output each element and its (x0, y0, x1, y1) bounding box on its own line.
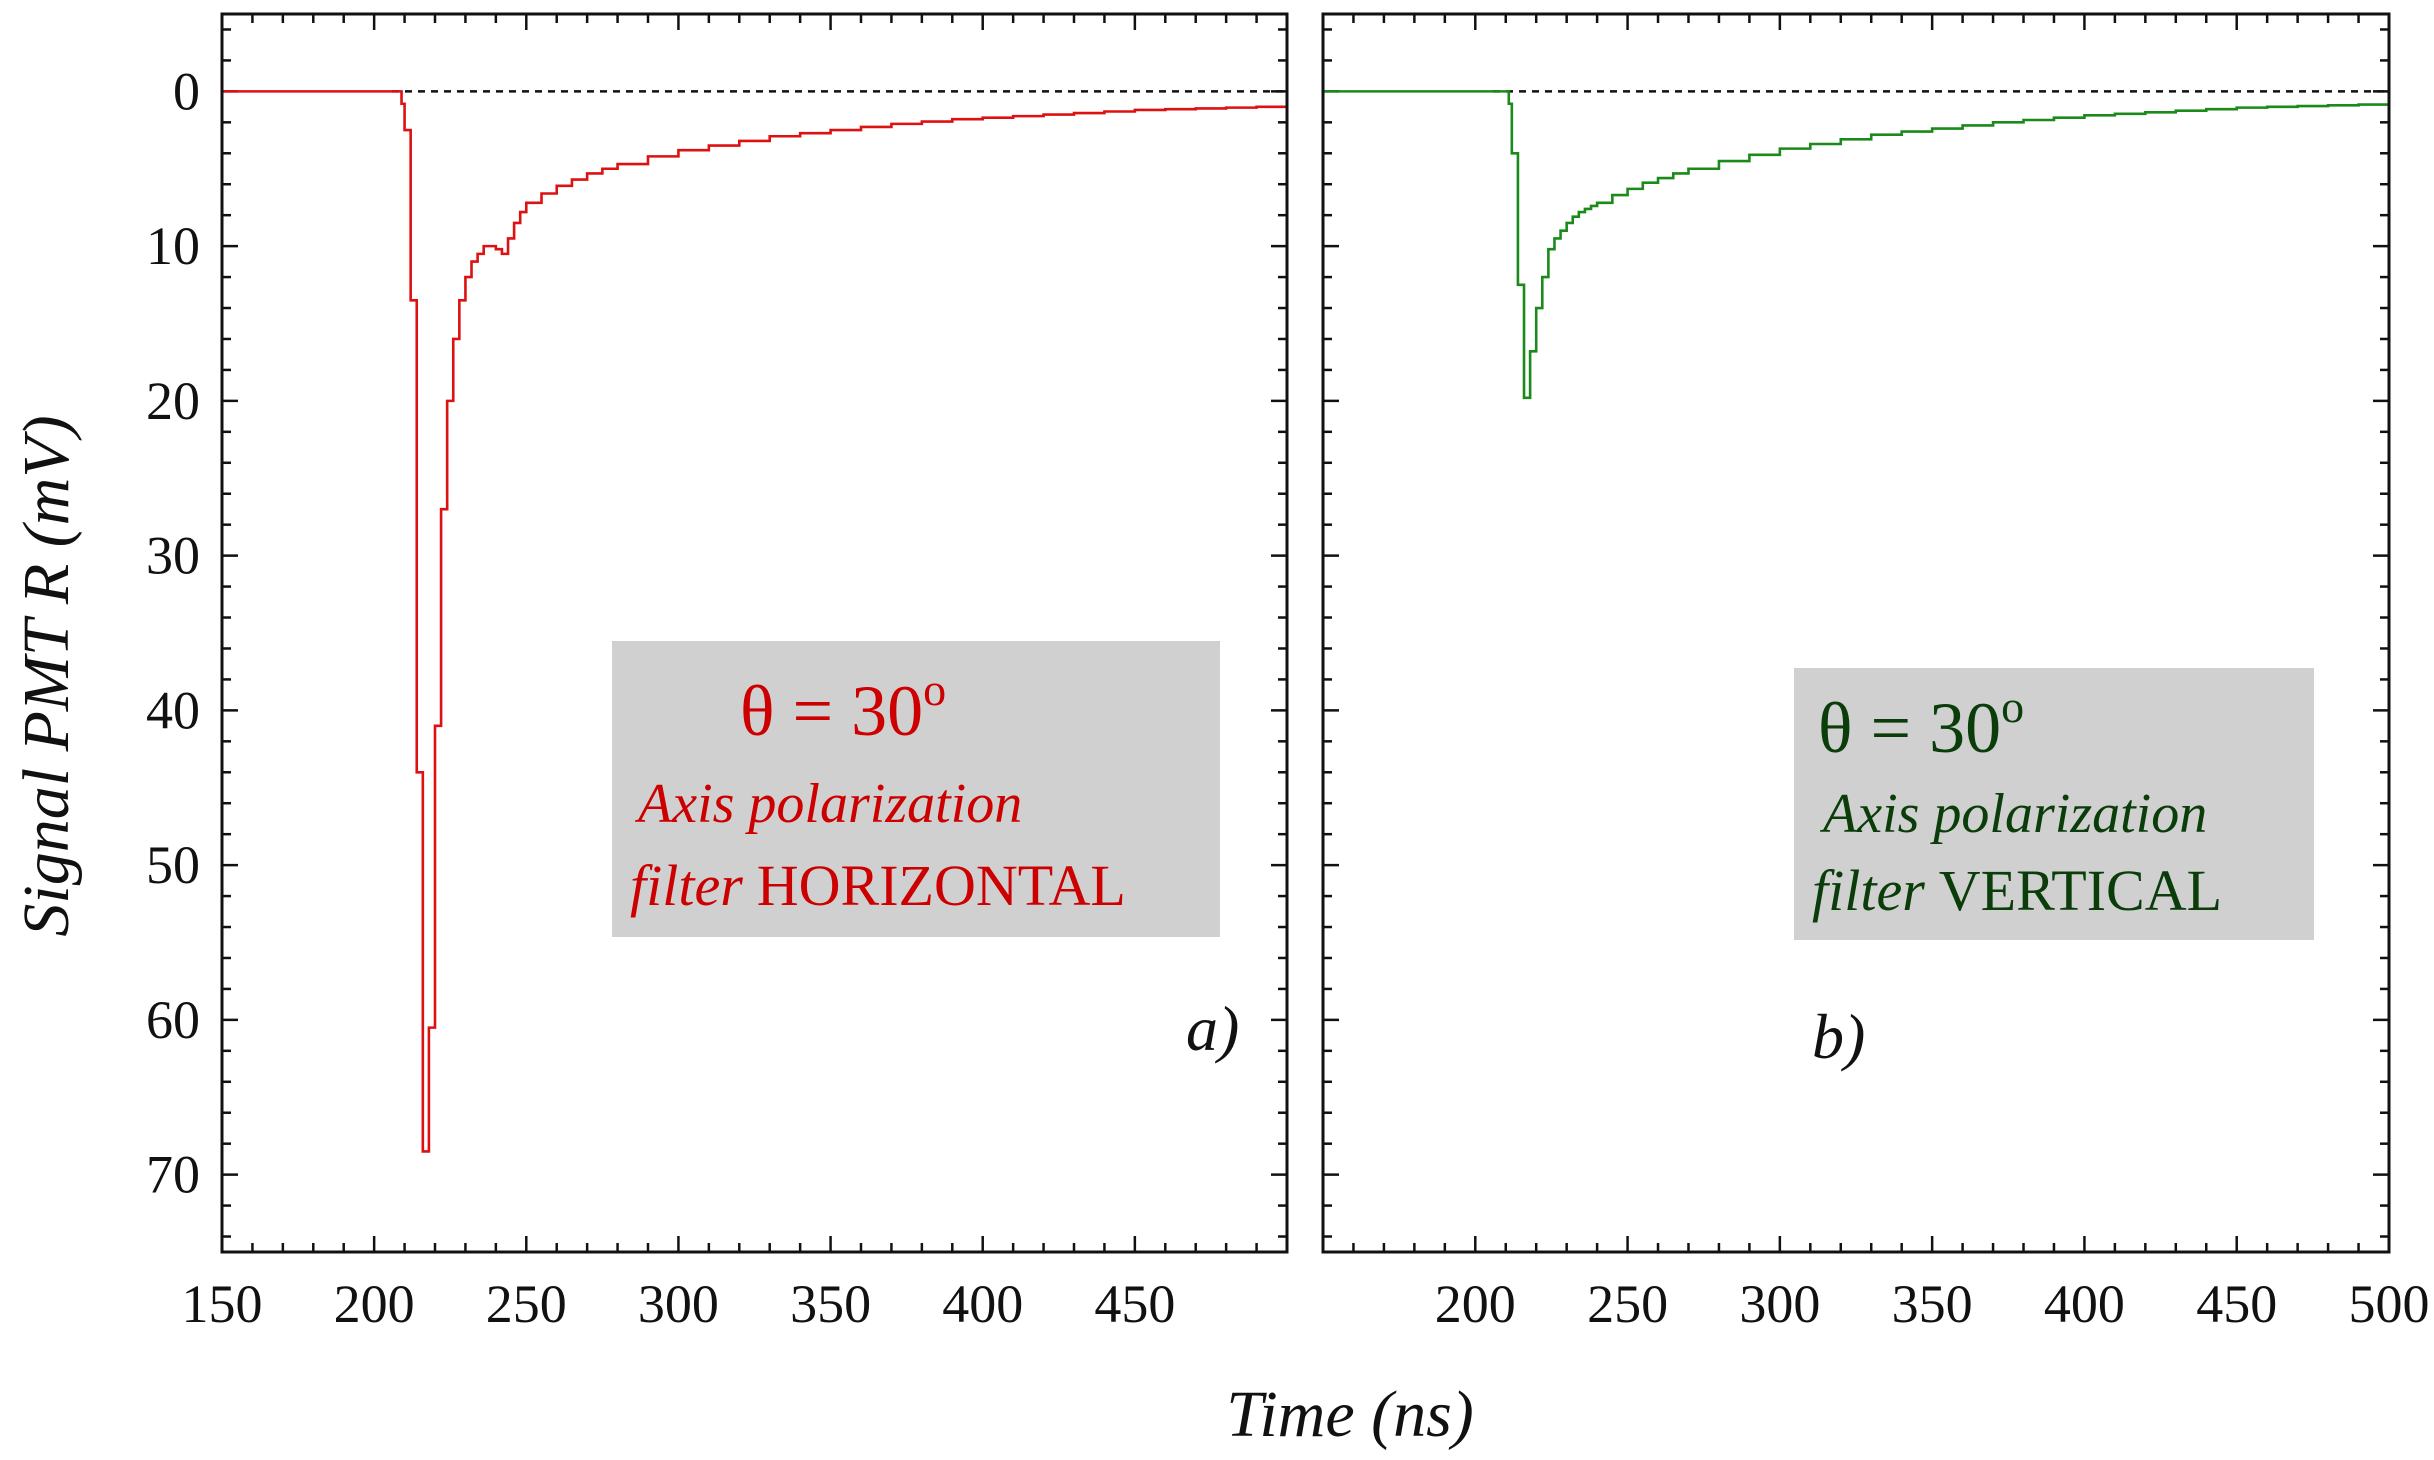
x-axis-title: Time (ns) (1226, 1378, 1474, 1451)
x-tick-label: 200 (1435, 1274, 1516, 1334)
y-tick-label: 20 (146, 371, 200, 431)
x-tick-label: 500 (2349, 1274, 2430, 1334)
panel-a-theta-degree-superscript: o (923, 664, 946, 715)
panel-b-annotation-box (1794, 668, 2314, 940)
panel-b-label: b) (1812, 1001, 1865, 1072)
panel-b-annotation-line1: Axis polarization (1819, 783, 2207, 845)
panel-b-plot-frame (1321, 12, 2391, 1254)
panel-a-theta-label: θ = 30o (740, 664, 946, 751)
x-tick-label: 450 (1094, 1274, 1175, 1334)
x-tick-label: 350 (790, 1274, 871, 1334)
x-tick-label: 450 (2196, 1274, 2277, 1334)
panel-a-annotation-box (612, 641, 1220, 937)
panel-b-theta-degree-superscript: o (2001, 681, 2024, 732)
y-tick-label: 30 (146, 526, 200, 586)
y-tick-label: 70 (146, 1145, 200, 1205)
y-axis-title: Signal PMT R (mV) (10, 415, 83, 936)
panel-b-annotation-line2: filter VERTICAL (1812, 858, 2222, 923)
x-tick-label: 200 (334, 1274, 415, 1334)
x-tick-label: 150 (182, 1274, 263, 1334)
x-tick-label: 300 (1739, 1274, 1820, 1334)
x-tick-label: 350 (1892, 1274, 1973, 1334)
y-tick-label: 10 (146, 216, 200, 276)
x-tick-label: 250 (486, 1274, 567, 1334)
panel-a: 150 200 250 300 350 400 450 0 10 20 30 40 50 60 70 θ =… (146, 12, 1289, 1334)
panel-b: 200 250 300 350 400 450 500 θ = 30o Axis polar… (1321, 12, 2430, 1334)
y-tick-label: 50 (146, 835, 200, 895)
panel-a-signal-series-line (222, 90, 1289, 1153)
panel-a-annotation-line1: Axis polarization (634, 773, 1022, 835)
panel-b-theta-label: θ = 30o (1818, 681, 2024, 768)
x-tick-label: 300 (638, 1274, 719, 1334)
panel-a-annotation-line2: filter HORIZONTAL (630, 853, 1126, 918)
panel-a-ticks: 150 200 250 300 350 400 450 0 10 20 30 40 50 60 70 (146, 14, 1289, 1334)
panel-a-label: a) (1186, 993, 1239, 1064)
y-tick-label: 40 (146, 680, 200, 740)
x-tick-label: 400 (942, 1274, 1023, 1334)
panel-b-signal-series-line (1323, 90, 2391, 400)
panel-a-plot-frame (220, 12, 1289, 1254)
x-tick-label: 400 (2044, 1274, 2125, 1334)
x-tick-label: 250 (1587, 1274, 1668, 1334)
y-tick-label: 60 (146, 990, 200, 1050)
y-tick-label: 0 (173, 61, 200, 121)
